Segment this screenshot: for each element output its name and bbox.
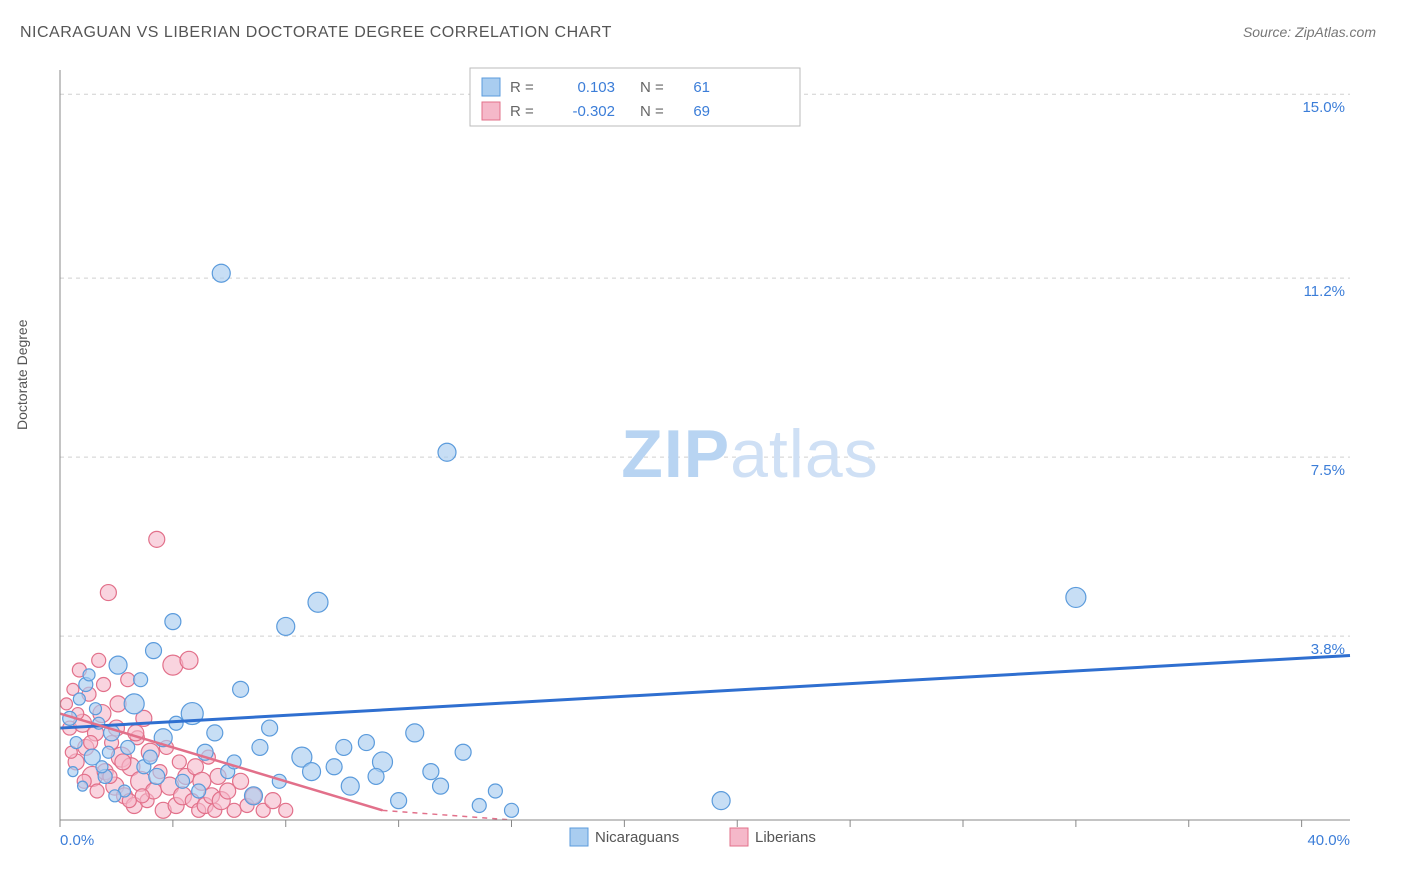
blue-point bbox=[78, 781, 88, 791]
legend-label-pink: Liberians bbox=[755, 829, 816, 846]
blue-point bbox=[303, 763, 321, 781]
x-tick-label: 40.0% bbox=[1307, 832, 1350, 849]
source-attribution: Source: ZipAtlas.com bbox=[1243, 24, 1376, 40]
pink-point bbox=[92, 653, 106, 667]
blue-point bbox=[233, 681, 249, 697]
blue-point bbox=[68, 767, 78, 777]
pink-point bbox=[265, 793, 281, 809]
pink-point bbox=[100, 585, 116, 601]
blue-trendline bbox=[60, 655, 1350, 728]
chart-title: NICARAGUAN VS LIBERIAN DOCTORATE DEGREE … bbox=[20, 24, 612, 42]
source-name: ZipAtlas.com bbox=[1295, 24, 1376, 40]
stats-swatch-pink bbox=[482, 102, 500, 120]
blue-point bbox=[212, 264, 230, 282]
blue-point bbox=[192, 784, 206, 798]
blue-point bbox=[252, 739, 268, 755]
pink-point bbox=[135, 789, 149, 803]
pink-point bbox=[279, 803, 293, 817]
blue-point bbox=[102, 746, 114, 758]
y-tick-label: 11.2% bbox=[1304, 283, 1345, 300]
stats-r-value-pink: -0.302 bbox=[572, 103, 615, 120]
y-tick-label: 15.0% bbox=[1302, 99, 1345, 116]
pink-point bbox=[172, 755, 186, 769]
blue-point bbox=[165, 614, 181, 630]
blue-point bbox=[277, 617, 295, 635]
blue-point bbox=[70, 737, 82, 749]
stats-n-value-pink: 69 bbox=[693, 103, 710, 120]
pink-point bbox=[115, 754, 131, 770]
blue-point bbox=[368, 768, 384, 784]
blue-point bbox=[433, 778, 449, 794]
pink-point bbox=[84, 736, 98, 750]
y-axis-label: Doctorate Degree bbox=[14, 319, 30, 430]
blue-point bbox=[124, 694, 144, 714]
chart-svg: 3.8%7.5%11.2%15.0%ZIPatlas0.0%40.0%R =0.… bbox=[50, 60, 1370, 860]
y-tick-label: 7.5% bbox=[1311, 462, 1345, 479]
pink-point bbox=[149, 531, 165, 547]
blue-point bbox=[438, 443, 456, 461]
pink-point bbox=[97, 678, 111, 692]
legend-label-blue: Nicaraguans bbox=[595, 829, 679, 846]
blue-point bbox=[341, 777, 359, 795]
blue-point bbox=[96, 761, 108, 773]
blue-point bbox=[245, 787, 263, 805]
legend-swatch-blue bbox=[570, 828, 588, 846]
blue-point bbox=[391, 793, 407, 809]
x-tick-label: 0.0% bbox=[60, 832, 94, 849]
pink-point bbox=[233, 773, 249, 789]
blue-point bbox=[712, 792, 730, 810]
blue-point bbox=[149, 768, 165, 784]
blue-point bbox=[146, 643, 162, 659]
blue-point bbox=[176, 774, 190, 788]
blue-point bbox=[143, 750, 157, 764]
stats-swatch-blue bbox=[482, 78, 500, 96]
blue-point bbox=[488, 784, 502, 798]
blue-point bbox=[121, 740, 135, 754]
blue-point bbox=[336, 739, 352, 755]
blue-point bbox=[505, 803, 519, 817]
stats-n-label-blue: N = bbox=[640, 79, 664, 96]
stats-r-label-pink: R = bbox=[510, 103, 534, 120]
blue-point bbox=[455, 744, 471, 760]
blue-point bbox=[207, 725, 223, 741]
blue-point bbox=[83, 669, 95, 681]
blue-point bbox=[1066, 587, 1086, 607]
stats-r-value-blue: 0.103 bbox=[577, 79, 615, 96]
blue-point bbox=[73, 693, 85, 705]
chart-area: 3.8%7.5%11.2%15.0%ZIPatlas0.0%40.0%R =0.… bbox=[50, 60, 1370, 840]
blue-point bbox=[134, 673, 148, 687]
stats-n-value-blue: 61 bbox=[693, 79, 710, 96]
blue-point bbox=[423, 764, 439, 780]
stats-r-label-blue: R = bbox=[510, 79, 534, 96]
pink-point bbox=[90, 784, 104, 798]
blue-point bbox=[262, 720, 278, 736]
blue-point bbox=[358, 735, 374, 751]
blue-point bbox=[109, 656, 127, 674]
pink-trendline-dash bbox=[383, 810, 512, 820]
pink-point bbox=[121, 673, 135, 687]
blue-point bbox=[109, 790, 121, 802]
blue-point bbox=[326, 759, 342, 775]
blue-point bbox=[472, 798, 486, 812]
pink-point bbox=[227, 803, 241, 817]
stats-n-label-pink: N = bbox=[640, 103, 664, 120]
legend-swatch-pink bbox=[730, 828, 748, 846]
source-label: Source: bbox=[1243, 24, 1291, 40]
pink-point bbox=[180, 651, 198, 669]
blue-point bbox=[406, 724, 424, 742]
watermark: ZIPatlas bbox=[621, 416, 878, 492]
blue-point bbox=[89, 703, 101, 715]
blue-point bbox=[308, 592, 328, 612]
pink-point bbox=[60, 698, 72, 710]
